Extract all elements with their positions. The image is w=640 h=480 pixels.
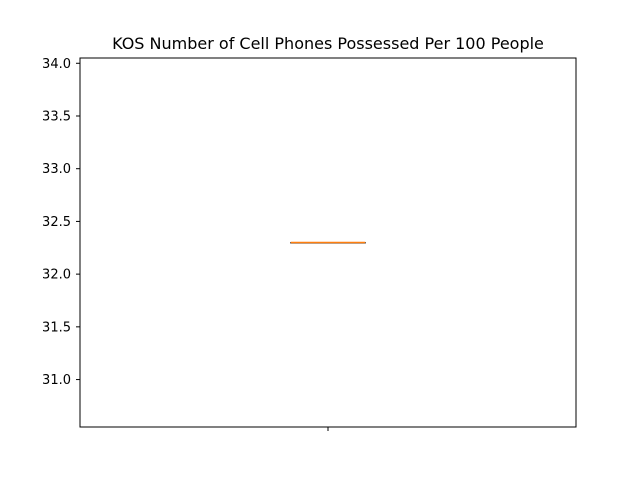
- y-tick-label: 33.0: [42, 162, 71, 177]
- y-tick-label: 33.5: [42, 109, 71, 124]
- y-tick-label: 32.5: [42, 215, 71, 230]
- y-tick-label: 31.0: [42, 373, 71, 388]
- y-tick-label: 31.5: [42, 320, 71, 335]
- y-tick-label: 34.0: [42, 57, 71, 72]
- plot-area: 31.0 31.5 32.0 32.5 33.0 33.5 34.0: [42, 57, 577, 431]
- y-tick-label: 32.0: [42, 268, 71, 283]
- chart-title: KOS Number of Cell Phones Possessed Per …: [112, 34, 544, 53]
